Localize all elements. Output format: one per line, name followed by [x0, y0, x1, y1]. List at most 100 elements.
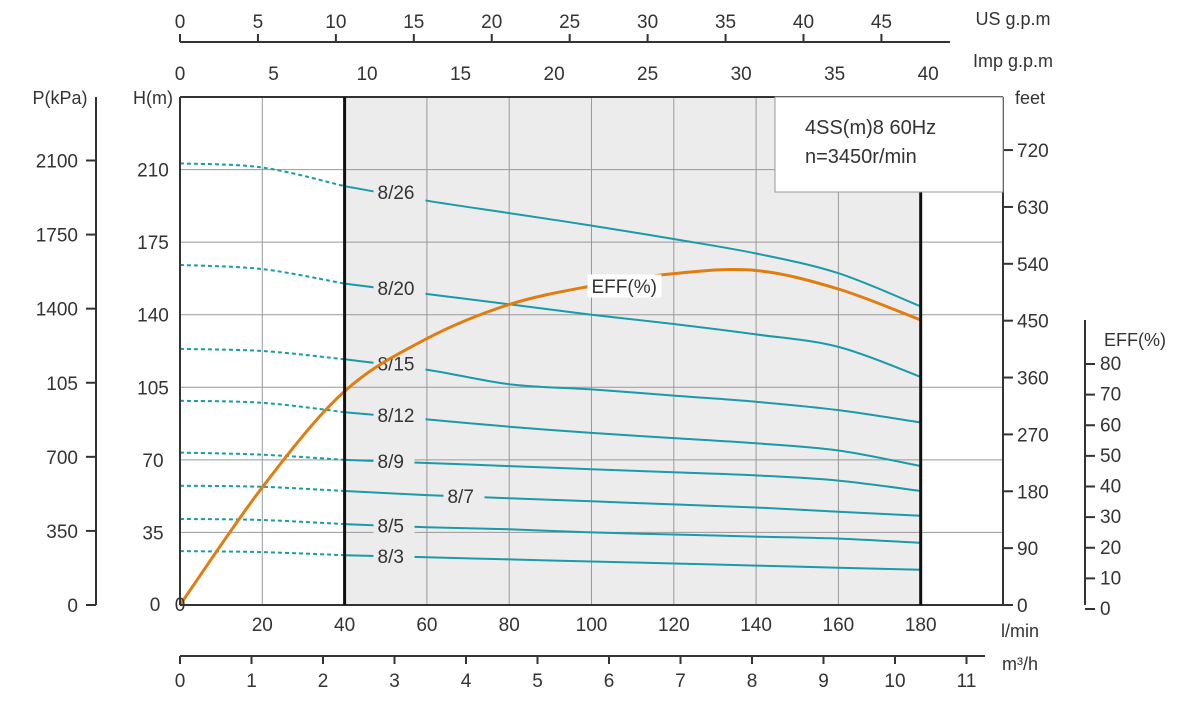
curve-label-8-20: 8/20 — [378, 279, 415, 300]
axis-label-m3h: m³/h — [1002, 654, 1038, 674]
tick-lmin: 100 — [576, 615, 608, 636]
tick-lmin: 60 — [416, 615, 437, 636]
curve-label-bg — [373, 544, 415, 568]
tick-m3h: 8 — [747, 671, 758, 692]
tick-imp-gpm: 5 — [268, 64, 279, 85]
tick-eff: 60 — [1100, 415, 1121, 436]
tick-lmin: 120 — [658, 615, 690, 636]
curve-label-8-5: 8/5 — [378, 516, 404, 537]
tick-feet: 360 — [1017, 369, 1049, 390]
curve-label-8-7: 8/7 — [447, 487, 473, 508]
curve-label-bg — [373, 351, 426, 375]
tick-head: 35 — [142, 523, 163, 544]
tick-us-gpm: 30 — [637, 12, 658, 33]
tick-imp-gpm: 25 — [637, 64, 658, 85]
curve-8-3 — [344, 554, 921, 571]
tick-feet: 450 — [1017, 312, 1049, 333]
tick-feet: 540 — [1017, 255, 1049, 276]
tick-eff: 10 — [1100, 568, 1121, 589]
tick-lmin: 20 — [252, 615, 273, 636]
tick-pressure: 105 — [46, 374, 78, 395]
tick-head: 140 — [137, 306, 169, 327]
tick-feet: 90 — [1017, 539, 1038, 560]
tick-us-gpm: 45 — [871, 12, 892, 33]
curve-8-12 — [344, 411, 921, 468]
tick-imp-gpm: 40 — [918, 64, 939, 85]
axis-label-eff: EFF(%) — [1104, 330, 1166, 350]
axis-label-us-gpm: US g.p.m — [975, 9, 1050, 29]
eff-curve — [178, 268, 922, 606]
tick-us-gpm: 5 — [253, 12, 264, 33]
tick-imp-gpm: 20 — [544, 64, 565, 85]
curve-label-bg — [373, 513, 415, 537]
curve-label-8-3: 8/3 — [378, 547, 404, 568]
tick-pressure: 0 — [67, 596, 78, 617]
tick-us-gpm: 40 — [793, 12, 814, 33]
info-model: 4SS(m)8 60Hz — [805, 117, 936, 139]
tick-feet: 0 — [1017, 596, 1028, 617]
tick-lmin: 180 — [905, 615, 937, 636]
curve-label-bg — [373, 403, 426, 427]
curve-label-8-9: 8/9 — [378, 452, 404, 473]
tick-us-gpm: 0 — [175, 12, 186, 33]
tick-imp-gpm: 0 — [175, 64, 186, 85]
curve-8-7 — [344, 490, 921, 517]
tick-m3h: 2 — [318, 671, 329, 692]
curve-label-bg — [587, 274, 662, 298]
tick-eff: 30 — [1100, 507, 1121, 528]
tick-head: 175 — [137, 233, 169, 254]
axis-label-feet: feet — [1015, 88, 1045, 108]
curve-8-9 — [344, 458, 921, 492]
tick-m3h: 0 — [175, 671, 186, 692]
tick-eff: 50 — [1100, 446, 1121, 467]
tick-pressure: 350 — [46, 522, 78, 543]
curve-label-bg — [373, 449, 415, 473]
curve-8-26 — [344, 185, 922, 308]
tick-feet: 180 — [1017, 482, 1049, 503]
axis-label-pressure: P(kPa) — [32, 88, 87, 108]
tick-feet: 270 — [1017, 425, 1049, 446]
tick-head: 105 — [137, 378, 169, 399]
tick-lmin: 40 — [334, 615, 355, 636]
tick-imp-gpm: 15 — [450, 64, 471, 85]
tick-pressure: 700 — [46, 448, 78, 469]
tick-feet: 630 — [1017, 198, 1049, 219]
tick-pressure: 2100 — [36, 152, 78, 173]
tick-imp-gpm: 30 — [731, 64, 752, 85]
curve-8-20 — [344, 282, 922, 378]
tick-us-gpm: 15 — [403, 12, 424, 33]
tick-lmin: 160 — [823, 615, 855, 636]
tick-m3h: 11 — [957, 671, 977, 692]
info-speed: n=3450r/min — [805, 146, 917, 168]
curve-label-bg — [373, 180, 426, 204]
tick-us-gpm: 35 — [715, 12, 736, 33]
curve-8-5 — [344, 523, 921, 544]
curve-label-eff: EFF(%) — [592, 277, 657, 298]
curve-label-bg — [373, 276, 426, 300]
tick-eff: 80 — [1100, 354, 1121, 375]
tick-m3h: 5 — [532, 671, 543, 692]
tick-imp-gpm: 35 — [824, 64, 845, 85]
tick-us-gpm: 25 — [559, 12, 580, 33]
tick-m3h: 4 — [461, 671, 472, 692]
tick-m3h: 7 — [675, 671, 686, 692]
tick-us-gpm: 20 — [481, 12, 502, 33]
tick-m3h: 9 — [818, 671, 829, 692]
tick-m3h: 1 — [246, 671, 257, 692]
tick-m3h: 3 — [389, 671, 400, 692]
tick-us-gpm: 10 — [325, 12, 346, 33]
tick-lmin: 140 — [740, 615, 772, 636]
curve-label-8-26: 8/26 — [378, 183, 415, 204]
tick-eff: 0 — [1100, 599, 1111, 620]
axis-label-imp-gpm: Imp g.p.m — [973, 51, 1053, 71]
tick-head: 70 — [142, 451, 163, 472]
curve-label-8-12: 8/12 — [378, 406, 415, 427]
tick-m3h: 6 — [604, 671, 615, 692]
tick-m3h: 10 — [884, 671, 905, 692]
curve-8-15 — [344, 358, 921, 424]
tick-head-origin: 0 — [150, 595, 161, 616]
tick-pressure: 1750 — [36, 226, 78, 247]
tick-eff: 70 — [1100, 385, 1121, 406]
curve-label-bg — [443, 484, 485, 508]
